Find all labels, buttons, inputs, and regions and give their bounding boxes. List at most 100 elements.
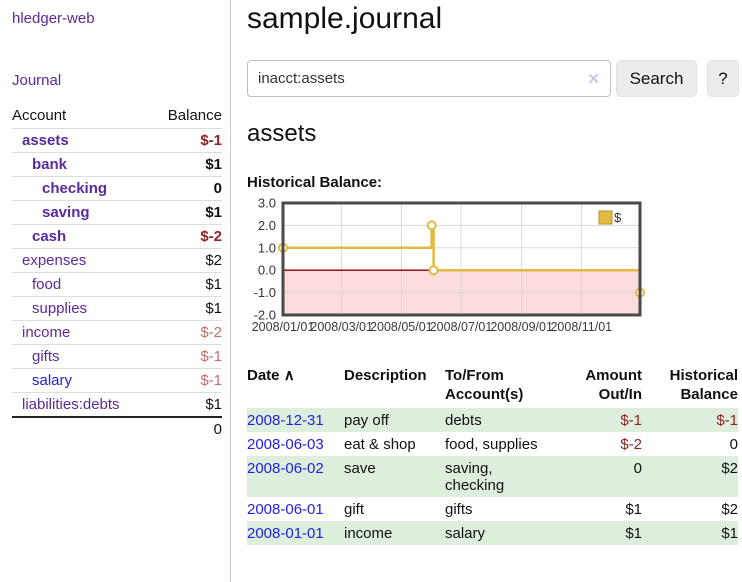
chart-svg: $3.0 2.0 1.0 0.0 -1.0 -2.02008/01/012008/03/0… xyxy=(252,196,645,334)
account-row: liabilities:debts $1 xyxy=(12,392,222,417)
account-link-cash[interactable]: cash xyxy=(32,228,67,245)
account-link-gifts[interactable]: gifts xyxy=(32,348,60,365)
svg-text:2008/07/01: 2008/07/01 xyxy=(430,320,493,334)
account-row: salary $-1 xyxy=(12,368,222,393)
register-row: 2008-06-03 eat & shop food, supplies $-2 0 xyxy=(247,432,738,456)
transaction-balance: $2 xyxy=(721,501,738,518)
accounts-total-row: 0 xyxy=(12,416,222,441)
sidebar: hledger-web Journal Account Balance asse… xyxy=(0,0,231,582)
svg-text:2008/01/01: 2008/01/01 xyxy=(252,320,315,334)
account-balance: $2 xyxy=(151,248,222,273)
account-link-food[interactable]: food xyxy=(32,276,62,293)
transaction-description: pay off xyxy=(344,412,389,429)
transaction-amount: $-1 xyxy=(620,412,642,429)
svg-text:1.0: 1.0 xyxy=(258,240,276,255)
account-row: expenses $2 xyxy=(12,248,222,273)
transaction-account: debts xyxy=(445,412,482,429)
account-link-checking[interactable]: checking xyxy=(42,180,108,197)
account-balance: 0 xyxy=(151,176,222,201)
accounts-tbody: assets $-1 bank $1 checking 0 saving $1 cash $-2 e… xyxy=(12,128,222,417)
svg-text:-1.0: -1.0 xyxy=(254,285,276,300)
register-header-row: Date ∧ Description To/From Account(s) Am… xyxy=(247,363,738,408)
account-balance: $-1 xyxy=(151,344,222,369)
historical-balance-chart: $3.0 2.0 1.0 0.0 -1.0 -2.0 2008/01/01 2008/03/0… xyxy=(247,196,742,345)
help-button[interactable]: ? xyxy=(707,60,739,97)
transaction-description: eat & shop xyxy=(344,436,416,453)
transaction-date-link[interactable]: 2008-06-02 xyxy=(247,460,324,477)
transaction-amount: $-2 xyxy=(620,436,642,453)
account-link-income[interactable]: income xyxy=(22,324,71,341)
register-header-amount: Amount Out/In xyxy=(585,367,642,403)
account-link-supplies[interactable]: supplies xyxy=(32,300,88,317)
sort-asc-icon: ∧ xyxy=(283,367,295,384)
account-row: income $-2 xyxy=(12,320,222,345)
transaction-date-link[interactable]: 2008-06-03 xyxy=(247,436,324,453)
svg-text:2008/05/01: 2008/05/01 xyxy=(370,320,433,334)
register-row: 2008-06-02 save saving, checking 0 $2 xyxy=(247,456,738,497)
register-row: 2008-06-01 gift gifts $1 $2 xyxy=(247,497,738,521)
transaction-description: gift xyxy=(344,501,365,518)
accounts-table: Account Balance assets $-1 bank $1 checking 0… xyxy=(12,104,222,441)
account-link-bank[interactable]: bank xyxy=(32,156,68,173)
account-row: assets $-1 xyxy=(12,128,222,153)
main-content: sample.journal ✕ Search ? assets Histori… xyxy=(231,0,742,582)
account-heading: assets xyxy=(247,120,317,147)
account-link-expenses[interactable]: expenses xyxy=(22,252,87,269)
register-header-date[interactable]: Date ∧ xyxy=(247,367,295,384)
accounts-header-balance: Balance xyxy=(167,107,222,124)
account-balance: $-2 xyxy=(151,320,222,345)
register-table: Date ∧ Description To/From Account(s) Am… xyxy=(247,363,738,545)
transaction-account: gifts xyxy=(445,501,473,518)
account-row: bank $1 xyxy=(12,152,222,177)
transaction-balance: $1 xyxy=(721,525,738,542)
search-input[interactable] xyxy=(247,60,611,97)
transaction-balance: $-1 xyxy=(716,412,738,429)
transaction-date-link[interactable]: 2008-01-01 xyxy=(247,525,324,542)
account-row: food $1 xyxy=(12,272,222,297)
account-balance: $1 xyxy=(151,152,222,177)
clear-search-icon[interactable]: ✕ xyxy=(587,71,600,88)
search-form: ✕ Search ? xyxy=(247,60,742,97)
transaction-balance: 0 xyxy=(729,436,738,453)
transaction-description: save xyxy=(344,460,376,477)
account-row: saving $1 xyxy=(12,200,222,225)
search-button[interactable]: Search xyxy=(616,60,697,97)
brand-link[interactable]: hledger-web xyxy=(12,10,95,27)
svg-text:2008/11/01: 2008/11/01 xyxy=(550,320,612,334)
transaction-account: saving, checking xyxy=(445,460,505,494)
account-balance: $1 xyxy=(151,272,222,297)
account-row: checking 0 xyxy=(12,176,222,201)
transaction-account: salary xyxy=(445,525,486,542)
account-row: gifts $-1 xyxy=(12,344,222,369)
transaction-date-link[interactable]: 2008-06-01 xyxy=(247,501,324,518)
svg-text:2.0: 2.0 xyxy=(258,218,276,233)
accounts-total-balance: 0 xyxy=(151,416,222,441)
transaction-amount: $1 xyxy=(625,525,642,542)
svg-text:$: $ xyxy=(614,210,622,225)
account-row: cash $-2 xyxy=(12,224,222,249)
transaction-account: food, supplies xyxy=(445,436,538,453)
svg-text:3.0: 3.0 xyxy=(258,198,276,211)
chart-legend: $ xyxy=(598,210,622,225)
sidebar-item-journal[interactable]: Journal xyxy=(12,72,62,89)
account-balance: $1 xyxy=(151,296,222,321)
page-title: sample.journal xyxy=(247,2,443,35)
transaction-description: income xyxy=(344,525,393,542)
register-tbody: 2008-12-31 pay off debts $-1 $-1 2008-06-03 ea… xyxy=(247,408,738,545)
svg-text:2008/03/01: 2008/03/01 xyxy=(310,320,373,334)
transaction-date-link[interactable]: 2008-12-31 xyxy=(247,412,324,429)
svg-text:2008/09/01: 2008/09/01 xyxy=(490,320,553,334)
account-link-assets[interactable]: assets xyxy=(22,132,69,149)
register-row: 2008-12-31 pay off debts $-1 $-1 xyxy=(247,408,738,432)
account-link-liabilities-debts[interactable]: liabilities:debts xyxy=(22,396,120,413)
account-balance: $-2 xyxy=(151,224,222,249)
account-row: supplies $1 xyxy=(12,296,222,321)
account-link-salary[interactable]: salary xyxy=(32,372,73,389)
account-balance: $-1 xyxy=(151,128,222,153)
accounts-header-row: Account Balance xyxy=(12,104,222,129)
accounts-header-account: Account xyxy=(12,107,67,124)
svg-text:0.0: 0.0 xyxy=(258,263,276,278)
account-link-saving[interactable]: saving xyxy=(42,204,90,221)
register-header-balance: Historical Balance xyxy=(669,367,738,403)
transaction-amount: 0 xyxy=(633,460,642,477)
